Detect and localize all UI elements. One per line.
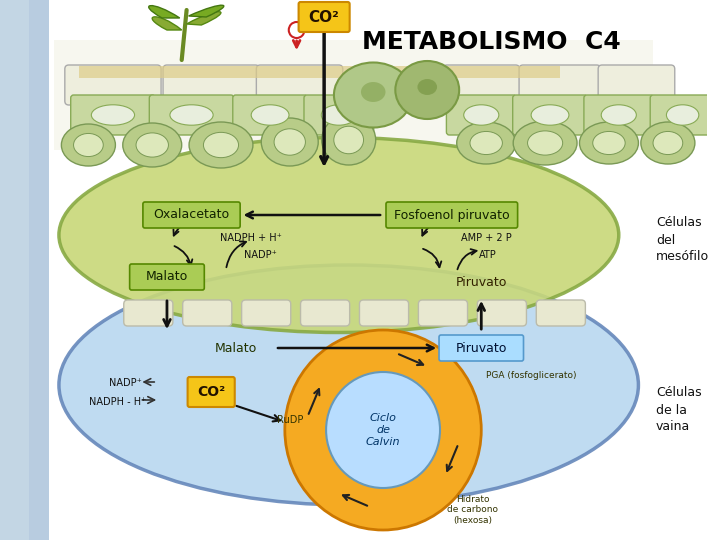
FancyBboxPatch shape: [242, 300, 291, 326]
Text: NADPH - H⁺: NADPH - H⁺: [89, 397, 147, 407]
FancyBboxPatch shape: [78, 66, 560, 78]
FancyBboxPatch shape: [65, 65, 161, 105]
Ellipse shape: [456, 122, 516, 164]
PathPatch shape: [186, 12, 221, 25]
Ellipse shape: [59, 138, 618, 333]
Ellipse shape: [641, 122, 695, 164]
FancyBboxPatch shape: [299, 2, 350, 32]
PathPatch shape: [149, 5, 180, 18]
Text: METABOLISMO  C4: METABOLISMO C4: [361, 30, 621, 54]
Ellipse shape: [251, 105, 289, 125]
Ellipse shape: [73, 133, 103, 157]
Text: Células
del
mesófilo: Células del mesófilo: [656, 217, 709, 264]
Ellipse shape: [322, 115, 376, 165]
Ellipse shape: [59, 265, 639, 505]
Ellipse shape: [653, 131, 683, 154]
Ellipse shape: [513, 121, 577, 165]
Text: Malato: Malato: [215, 341, 257, 354]
Text: ATP: ATP: [480, 250, 497, 260]
FancyBboxPatch shape: [0, 0, 49, 540]
FancyBboxPatch shape: [443, 65, 520, 105]
Ellipse shape: [395, 61, 459, 119]
FancyBboxPatch shape: [519, 65, 600, 105]
FancyBboxPatch shape: [149, 95, 234, 135]
FancyBboxPatch shape: [477, 300, 526, 326]
Text: NADPH + H⁺: NADPH + H⁺: [220, 233, 282, 243]
Text: CO²: CO²: [197, 385, 225, 399]
Text: Ciclo
de
Calvin: Ciclo de Calvin: [366, 414, 400, 447]
FancyBboxPatch shape: [446, 95, 516, 135]
Ellipse shape: [136, 133, 168, 157]
FancyBboxPatch shape: [304, 95, 374, 135]
Text: Oxalacetato: Oxalacetato: [153, 208, 230, 221]
FancyBboxPatch shape: [124, 300, 173, 326]
Ellipse shape: [189, 122, 253, 168]
Ellipse shape: [334, 126, 364, 154]
Text: Hidrato
de carbono
(hexosa): Hidrato de carbono (hexosa): [447, 495, 498, 525]
Circle shape: [285, 330, 481, 530]
FancyBboxPatch shape: [650, 95, 715, 135]
Ellipse shape: [334, 63, 413, 127]
Text: CO²: CO²: [309, 10, 340, 24]
FancyBboxPatch shape: [418, 300, 467, 326]
Text: Células
de la
vaina: Células de la vaina: [656, 387, 702, 434]
Text: RuDP: RuDP: [276, 415, 303, 425]
FancyBboxPatch shape: [359, 300, 408, 326]
Ellipse shape: [61, 124, 115, 166]
FancyBboxPatch shape: [598, 65, 675, 105]
Ellipse shape: [464, 105, 499, 125]
Text: PGA (fosfoglicerato): PGA (fosfoglicerato): [486, 370, 577, 380]
FancyBboxPatch shape: [584, 95, 654, 135]
FancyBboxPatch shape: [143, 202, 240, 228]
Ellipse shape: [170, 105, 213, 125]
FancyBboxPatch shape: [233, 95, 307, 135]
FancyBboxPatch shape: [439, 335, 523, 361]
Ellipse shape: [667, 105, 699, 125]
FancyBboxPatch shape: [54, 40, 653, 150]
Text: Piruvato: Piruvato: [456, 275, 507, 288]
Text: Fosfoenol piruvato: Fosfoenol piruvato: [394, 208, 510, 221]
Ellipse shape: [593, 131, 625, 154]
FancyBboxPatch shape: [188, 377, 235, 407]
Ellipse shape: [274, 129, 305, 155]
FancyBboxPatch shape: [386, 202, 518, 228]
Ellipse shape: [531, 105, 569, 125]
Text: AMP + 2 P: AMP + 2 P: [461, 233, 511, 243]
Ellipse shape: [261, 118, 318, 166]
Ellipse shape: [361, 82, 385, 102]
FancyBboxPatch shape: [0, 0, 30, 540]
PathPatch shape: [189, 5, 224, 17]
Text: NADP⁺: NADP⁺: [244, 250, 276, 260]
FancyBboxPatch shape: [536, 300, 585, 326]
Text: Piruvato: Piruvato: [456, 341, 507, 354]
Ellipse shape: [123, 123, 181, 167]
FancyBboxPatch shape: [183, 300, 232, 326]
FancyBboxPatch shape: [513, 95, 588, 135]
Text: Malato: Malato: [146, 271, 188, 284]
Ellipse shape: [601, 105, 636, 125]
FancyBboxPatch shape: [163, 65, 259, 105]
FancyBboxPatch shape: [256, 65, 343, 105]
Ellipse shape: [321, 105, 356, 125]
FancyBboxPatch shape: [71, 95, 156, 135]
FancyBboxPatch shape: [300, 300, 350, 326]
Circle shape: [326, 372, 440, 488]
Ellipse shape: [91, 105, 135, 125]
Text: NADP⁺: NADP⁺: [109, 378, 142, 388]
Ellipse shape: [204, 132, 238, 158]
FancyBboxPatch shape: [130, 264, 204, 290]
Ellipse shape: [470, 131, 503, 154]
PathPatch shape: [152, 17, 181, 30]
Ellipse shape: [580, 122, 639, 164]
Ellipse shape: [528, 131, 562, 155]
Ellipse shape: [418, 79, 437, 95]
